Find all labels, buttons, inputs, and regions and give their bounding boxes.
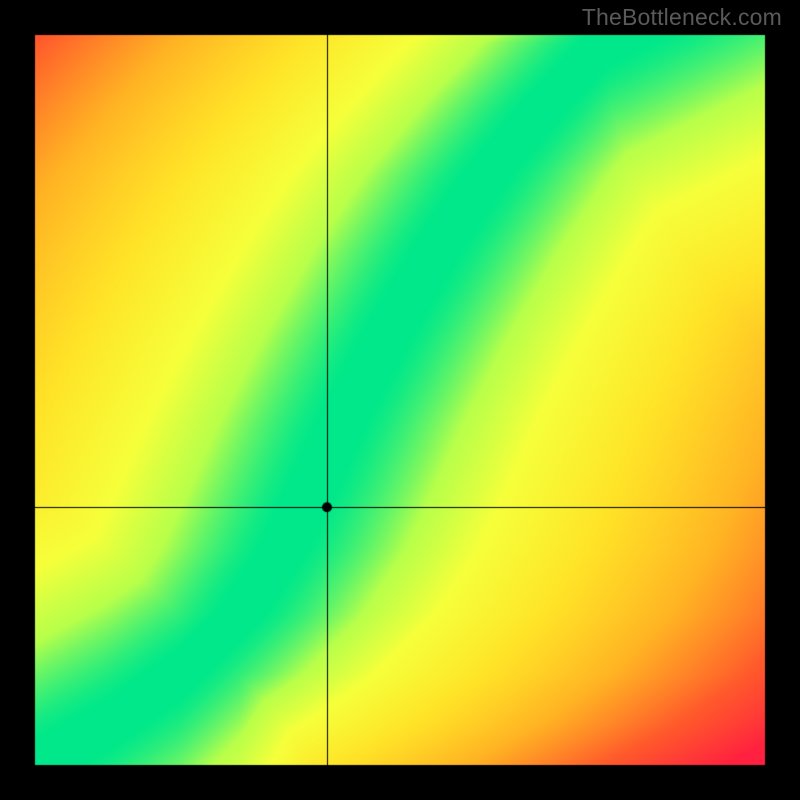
chart-container: TheBottleneck.com: [0, 0, 800, 800]
heatmap-canvas: [0, 0, 800, 800]
watermark-text: TheBottleneck.com: [582, 4, 782, 31]
